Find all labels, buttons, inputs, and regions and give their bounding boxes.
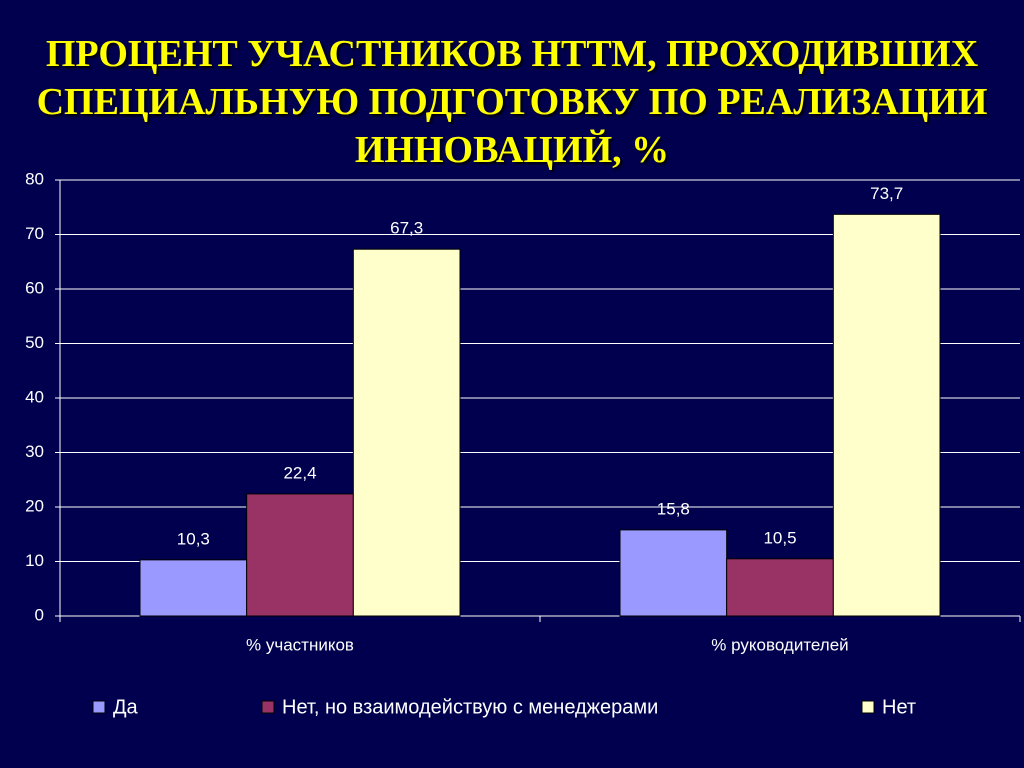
y-tick-label: 60 xyxy=(25,278,44,297)
x-tick-label: % руководителей xyxy=(711,635,848,654)
x-tick-label: % участников xyxy=(246,635,354,654)
y-tick-label: 80 xyxy=(25,169,44,188)
bar xyxy=(726,558,834,617)
data-label: 10,5 xyxy=(763,528,796,547)
bar xyxy=(619,529,728,617)
data-label: 67,3 xyxy=(390,219,423,238)
legend-label: Нет, но взаимодействую с менеджерами xyxy=(282,696,658,718)
y-tick-label: 0 xyxy=(35,605,44,624)
y-tick-label: 10 xyxy=(25,551,44,570)
legend-swatch xyxy=(261,700,275,714)
data-label: 73,7 xyxy=(870,184,903,203)
bar xyxy=(832,213,941,617)
y-tick-label: 40 xyxy=(25,387,44,406)
legend-swatch xyxy=(861,700,875,714)
chart-title: ПРОЦЕНТ УЧАСТНИКОВ НТТМ, ПРОХОДИВШИХ СПЕ… xyxy=(36,33,988,171)
legend-label: Да xyxy=(113,696,139,718)
y-tick-label: 50 xyxy=(25,333,44,352)
data-label: 10,3 xyxy=(177,529,210,548)
y-tick-label: 30 xyxy=(25,442,44,461)
bar xyxy=(352,248,461,617)
bar xyxy=(139,559,248,617)
legend-label: Нет xyxy=(882,696,916,718)
y-tick-label: 70 xyxy=(25,224,44,243)
legend-swatch xyxy=(92,700,106,714)
data-label: 15,8 xyxy=(657,499,690,518)
bar xyxy=(246,493,354,617)
y-tick-label: 20 xyxy=(25,496,44,515)
data-label: 22,4 xyxy=(283,463,316,482)
